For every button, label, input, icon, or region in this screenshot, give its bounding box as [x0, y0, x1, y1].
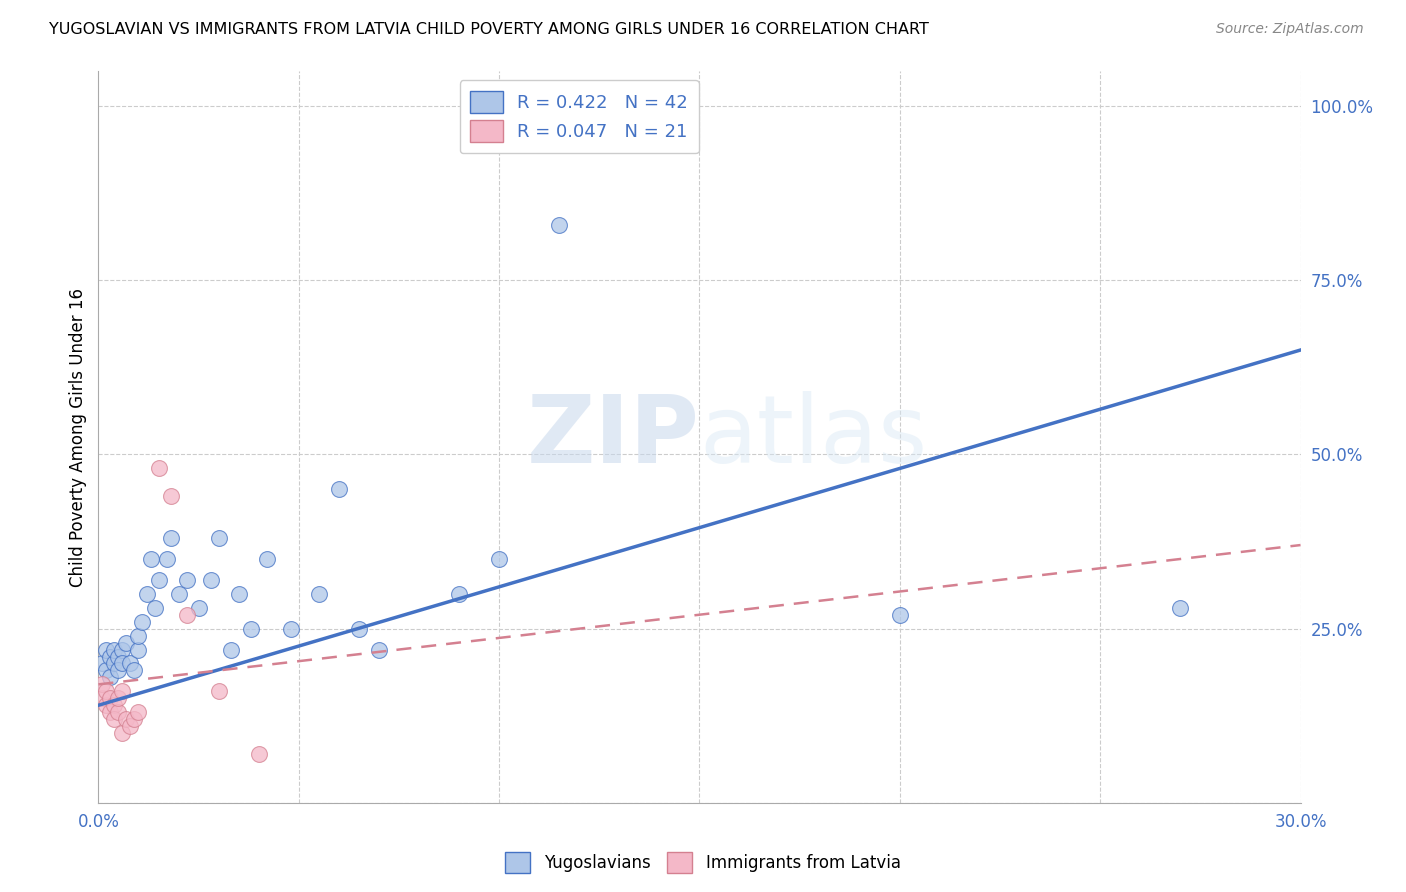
Point	[103, 642, 125, 657]
Point	[148, 461, 170, 475]
Point	[115, 712, 138, 726]
Point	[100, 649, 122, 664]
Text: atlas: atlas	[700, 391, 928, 483]
Point	[100, 670, 122, 684]
Point	[208, 531, 231, 545]
Point	[96, 642, 118, 657]
Point	[124, 712, 146, 726]
Point	[96, 684, 118, 698]
Text: Source: ZipAtlas.com: Source: ZipAtlas.com	[1216, 22, 1364, 37]
Point	[115, 635, 138, 649]
Point	[103, 698, 125, 713]
Point	[107, 664, 129, 678]
Point	[308, 587, 330, 601]
Point	[247, 747, 270, 761]
Point	[100, 691, 122, 706]
Text: YUGOSLAVIAN VS IMMIGRANTS FROM LATVIA CHILD POVERTY AMONG GIRLS UNDER 16 CORRELA: YUGOSLAVIAN VS IMMIGRANTS FROM LATVIA CH…	[49, 22, 929, 37]
Point	[239, 622, 262, 636]
Point	[200, 573, 222, 587]
Point	[159, 489, 181, 503]
Point	[91, 657, 114, 671]
Point	[280, 622, 302, 636]
Point	[139, 552, 162, 566]
Point	[128, 642, 150, 657]
Point	[208, 684, 231, 698]
Point	[131, 615, 153, 629]
Text: ZIP: ZIP	[527, 391, 700, 483]
Point	[135, 587, 157, 601]
Point	[328, 483, 350, 497]
Point	[167, 587, 190, 601]
Point	[124, 664, 146, 678]
Point	[347, 622, 370, 636]
Point	[176, 607, 198, 622]
Point	[219, 642, 242, 657]
Point	[488, 552, 510, 566]
Point	[107, 649, 129, 664]
Legend: Yugoslavians, Immigrants from Latvia: Yugoslavians, Immigrants from Latvia	[499, 846, 907, 880]
Point	[228, 587, 250, 601]
Point	[96, 664, 118, 678]
Point	[96, 698, 118, 713]
Point	[368, 642, 391, 657]
Point	[91, 691, 114, 706]
Point	[111, 726, 134, 740]
Point	[256, 552, 278, 566]
Point	[120, 719, 142, 733]
Point	[107, 705, 129, 719]
Point	[1170, 600, 1192, 615]
Point	[107, 691, 129, 706]
Y-axis label: Child Poverty Among Girls Under 16: Child Poverty Among Girls Under 16	[69, 287, 87, 587]
Point	[111, 684, 134, 698]
Point	[548, 218, 571, 232]
Point	[128, 705, 150, 719]
Point	[176, 573, 198, 587]
Point	[91, 677, 114, 691]
Point	[100, 705, 122, 719]
Point	[143, 600, 166, 615]
Point	[889, 607, 911, 622]
Point	[103, 657, 125, 671]
Point	[111, 642, 134, 657]
Point	[103, 712, 125, 726]
Point	[159, 531, 181, 545]
Point	[155, 552, 177, 566]
Point	[128, 629, 150, 643]
Point	[447, 587, 470, 601]
Point	[187, 600, 209, 615]
Point	[148, 573, 170, 587]
Point	[120, 657, 142, 671]
Point	[111, 657, 134, 671]
Legend: R = 0.422   N = 42, R = 0.047   N = 21: R = 0.422 N = 42, R = 0.047 N = 21	[460, 80, 699, 153]
